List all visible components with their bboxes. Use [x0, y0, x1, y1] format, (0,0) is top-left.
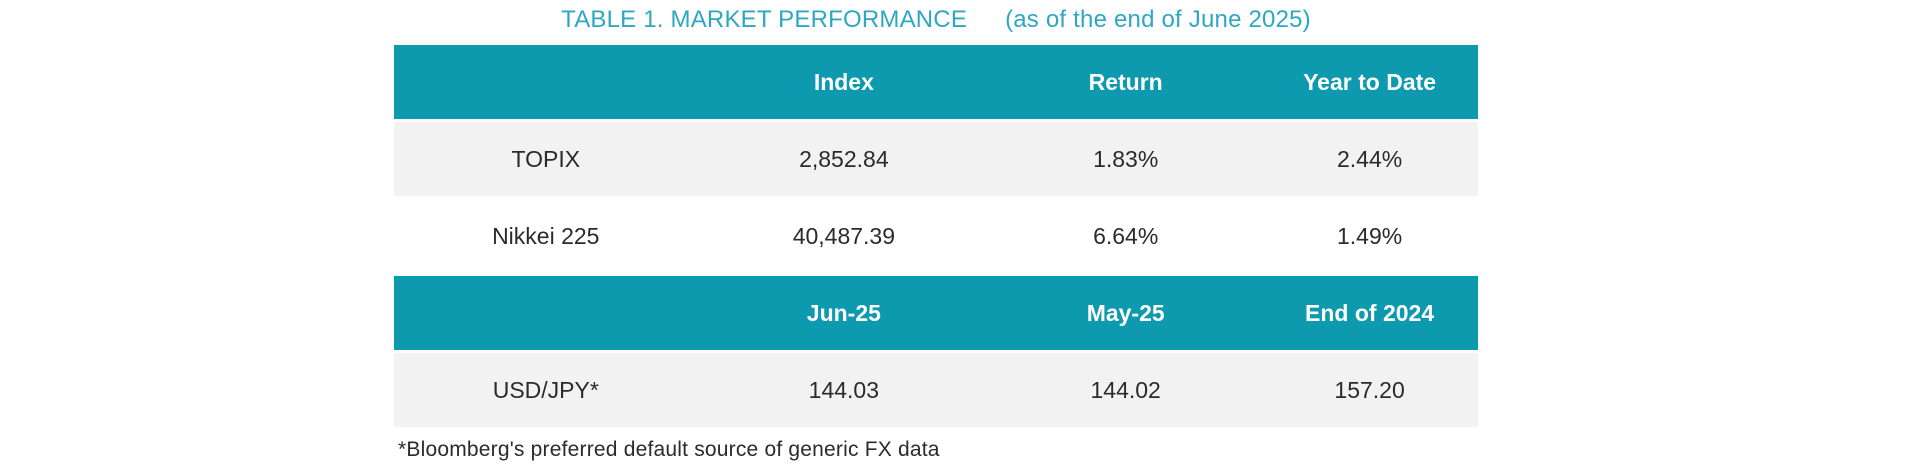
- header-cell-may-25: May-25: [1086, 299, 1165, 326]
- cell-may-25-value: 144.02: [1090, 376, 1161, 403]
- table-row-usd-jpy: USD/JPY* 144.03 144.02 157.20: [394, 353, 1478, 430]
- market-performance-table: Index Return Year to Date TOPIX 2,852.84…: [394, 45, 1478, 430]
- table-row-nikkei-225: Nikkei 225 40,487.39 6.64% 1.49%: [394, 199, 1478, 276]
- cell-return-value: 1.83%: [1093, 145, 1159, 172]
- header-cell-return: Return: [1088, 68, 1163, 95]
- cell-end-2024-value: 157.20: [1334, 376, 1405, 403]
- header-cell-end-of-2024: End of 2024: [1305, 299, 1435, 326]
- header-cell-index: Index: [813, 68, 874, 95]
- table-title-main: TABLE 1. MARKET PERFORMANCE: [561, 6, 968, 33]
- cell-return-value: 6.64%: [1093, 222, 1159, 249]
- table-title-subtitle: (as of the end of June 2025): [1005, 6, 1311, 33]
- cell-ytd-value: 2.44%: [1336, 145, 1403, 172]
- cell-index-value: 2,852.84: [799, 145, 889, 172]
- cell-ytd-value: 1.49%: [1336, 222, 1403, 249]
- cell-index-value: 40,487.39: [792, 222, 896, 249]
- cell-jun-25-value: 144.03: [808, 376, 880, 403]
- header-cell-blank: [394, 276, 698, 350]
- fx-table-header-row: Jun-25 May-25 End of 2024: [394, 276, 1478, 353]
- index-table-header-row: Index Return Year to Date: [394, 45, 1478, 122]
- header-cell-year-to-date: Year to Date: [1303, 68, 1437, 95]
- header-cell-jun-25: Jun-25: [806, 299, 881, 326]
- table-title: TABLE 1. MARKET PERFORMANCE (as of the e…: [394, 6, 1478, 34]
- row-label: USD/JPY*: [492, 376, 599, 403]
- header-cell-blank: [394, 45, 698, 119]
- row-label: Nikkei 225: [492, 222, 600, 249]
- row-label: TOPIX: [511, 145, 581, 172]
- table-row-topix: TOPIX 2,852.84 1.83% 2.44%: [394, 122, 1478, 199]
- fx-source-footnote: *Bloomberg's preferred default source of…: [398, 438, 940, 461]
